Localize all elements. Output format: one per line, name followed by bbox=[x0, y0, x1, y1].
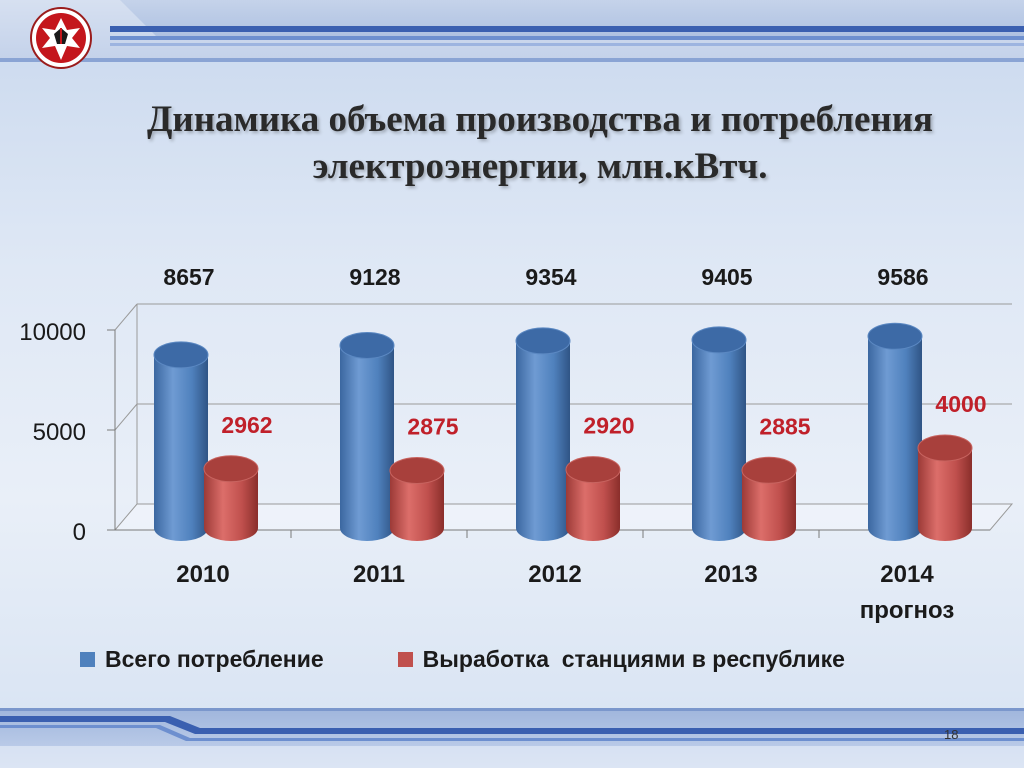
x-tick-label: 2014 bbox=[880, 561, 934, 588]
bar-generation bbox=[203, 455, 259, 541]
data-label-generation: 2875 bbox=[407, 414, 458, 440]
bar-generation bbox=[389, 457, 445, 541]
legend-swatch-red bbox=[397, 652, 413, 667]
x-tick-label: 2010 bbox=[176, 561, 229, 588]
bar-generation bbox=[565, 456, 621, 541]
chart-legend: Всего потребление Выработка станциями в … bbox=[80, 646, 919, 673]
bar-consumption bbox=[691, 326, 747, 541]
bar-consumption bbox=[153, 341, 209, 541]
gridline-side bbox=[114, 303, 138, 331]
bar-consumption bbox=[515, 327, 571, 541]
x-tick-label: 2013 bbox=[704, 561, 757, 588]
bar-generation bbox=[741, 456, 797, 541]
gridline-side bbox=[114, 403, 138, 431]
legend-item-consumption: Всего потребление bbox=[80, 646, 324, 673]
y-tick-label: 0 bbox=[73, 519, 86, 546]
bar-generation bbox=[917, 434, 973, 541]
bar-consumption bbox=[339, 331, 395, 541]
x-tick-label: 2012 bbox=[528, 561, 581, 588]
legend-label-consumption: Всего потребление bbox=[105, 646, 324, 672]
x-tick-sublabel: прогноз bbox=[860, 597, 955, 624]
data-label-generation: 2885 bbox=[759, 413, 810, 439]
bar-consumption bbox=[867, 322, 923, 541]
y-tick-label: 5000 bbox=[33, 419, 86, 446]
title-line-2: электроэнергии, млн.кВтч. bbox=[312, 146, 768, 187]
data-label-generation: 2920 bbox=[583, 413, 634, 439]
page-number: 18 bbox=[944, 727, 959, 742]
bar-chart: 0 5000 10000 8657 2962 2010 9128 2875 2011 9354 29… bbox=[19, 264, 1014, 624]
title-line-1: Динамика объема производства и потреблен… bbox=[146, 99, 934, 140]
data-label-consumption: 8657 bbox=[163, 264, 214, 290]
legend-item-generation: Выработка станциями в республике bbox=[397, 646, 845, 673]
data-label-generation: 2962 bbox=[221, 412, 272, 438]
data-label-consumption: 9354 bbox=[525, 264, 576, 290]
data-label-consumption: 9128 bbox=[349, 264, 400, 290]
legend-swatch-blue bbox=[80, 652, 95, 667]
data-label-consumption: 9405 bbox=[701, 264, 752, 290]
footer-band bbox=[0, 708, 1024, 768]
x-tick-label: 2011 bbox=[353, 561, 405, 588]
data-label-consumption: 9586 bbox=[877, 264, 928, 290]
header-band bbox=[0, 0, 1024, 62]
udmurtia-coat-of-arms-icon bbox=[30, 7, 92, 69]
slide-title: Динамика объема производства и потреблен… bbox=[60, 96, 1020, 190]
legend-label-generation: Выработка станциями в республике bbox=[422, 646, 845, 672]
data-label-generation: 4000 bbox=[935, 391, 986, 417]
y-tick-label: 10000 bbox=[19, 319, 86, 346]
